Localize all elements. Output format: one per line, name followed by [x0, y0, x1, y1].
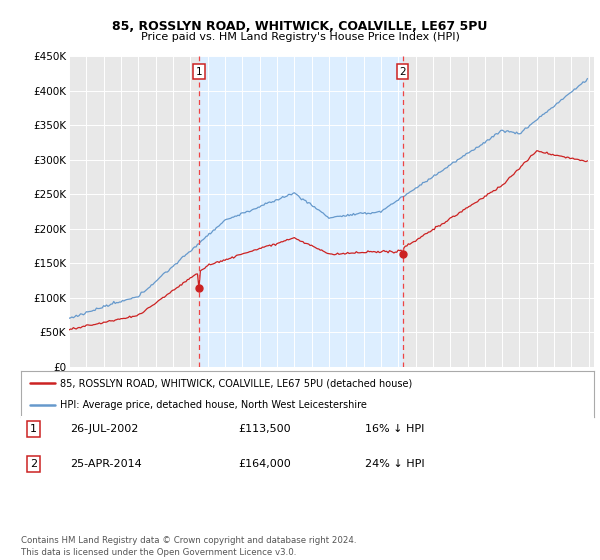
Text: 1: 1 — [30, 424, 37, 434]
Text: 85, ROSSLYN ROAD, WHITWICK, COALVILLE, LE67 5PU (detached house): 85, ROSSLYN ROAD, WHITWICK, COALVILLE, L… — [60, 378, 412, 388]
Text: HPI: Average price, detached house, North West Leicestershire: HPI: Average price, detached house, Nort… — [60, 400, 367, 410]
Text: 26-JUL-2002: 26-JUL-2002 — [70, 424, 138, 434]
Text: 85, ROSSLYN ROAD, WHITWICK, COALVILLE, LE67 5PU: 85, ROSSLYN ROAD, WHITWICK, COALVILLE, L… — [112, 20, 488, 32]
Text: 1: 1 — [196, 67, 202, 77]
Text: £164,000: £164,000 — [239, 459, 292, 469]
Text: 2: 2 — [399, 67, 406, 77]
Text: 2: 2 — [30, 459, 37, 469]
Bar — [199, 56, 403, 367]
Text: 16% ↓ HPI: 16% ↓ HPI — [365, 424, 424, 434]
Text: Price paid vs. HM Land Registry's House Price Index (HPI): Price paid vs. HM Land Registry's House … — [140, 32, 460, 42]
Text: Contains HM Land Registry data © Crown copyright and database right 2024.
This d: Contains HM Land Registry data © Crown c… — [21, 536, 356, 557]
Text: 25-APR-2014: 25-APR-2014 — [70, 459, 142, 469]
Text: 24% ↓ HPI: 24% ↓ HPI — [365, 459, 424, 469]
Text: £113,500: £113,500 — [239, 424, 292, 434]
